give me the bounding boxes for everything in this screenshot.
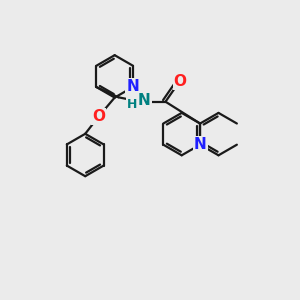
Text: N: N [127, 80, 140, 94]
Text: H: H [127, 98, 137, 111]
Text: N: N [194, 137, 206, 152]
Text: N: N [138, 93, 151, 108]
Text: O: O [174, 74, 187, 88]
Text: O: O [92, 109, 105, 124]
